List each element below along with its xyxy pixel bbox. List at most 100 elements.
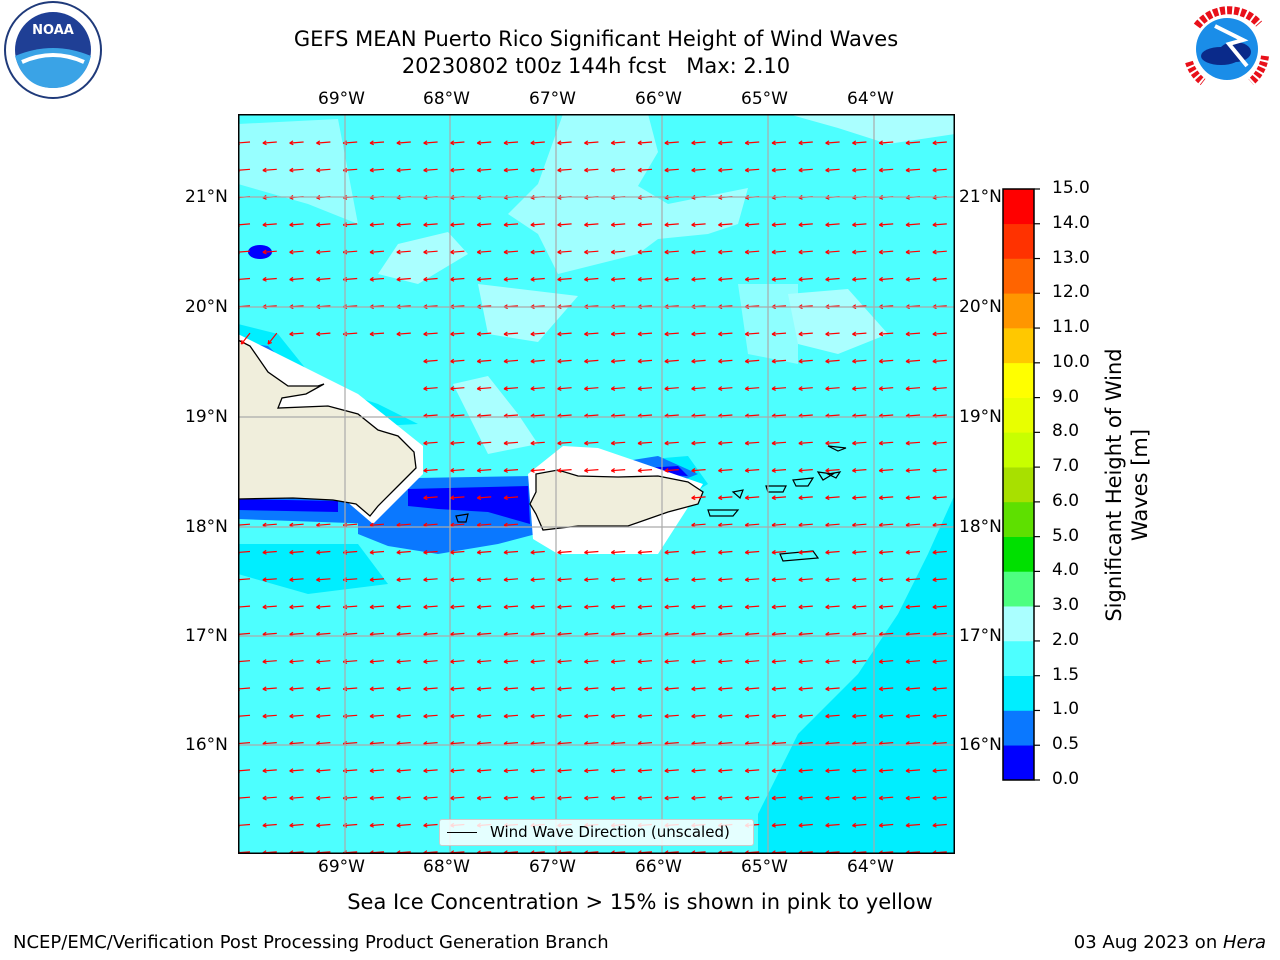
wind-wave-arrow: [396, 577, 411, 583]
wind-wave-arrow: [584, 549, 599, 555]
wind-wave-arrow: [530, 713, 545, 719]
wind-wave-arrow: [423, 795, 438, 801]
wind-wave-arrow: [450, 140, 465, 146]
wind-wave-arrow: [718, 495, 733, 501]
wind-wave-arrow: [369, 713, 385, 719]
wind-wave-arrow: [530, 167, 545, 173]
wind-wave-arrow: [825, 768, 840, 774]
wind-wave-arrow: [691, 167, 706, 173]
wind-wave-arrow: [798, 386, 813, 391]
wind-wave-arrow: [557, 331, 572, 337]
wind-wave-arrow: [771, 686, 787, 692]
wind-wave-arrow: [825, 358, 840, 364]
lon-label-bottom: 68°W: [423, 857, 470, 877]
wind-wave-arrow: [852, 713, 867, 719]
colorbar-cell: [1003, 640, 1034, 676]
wind-wave-arrow: [637, 440, 653, 446]
wind-wave-arrow: [825, 386, 840, 391]
wind-wave-arrow: [262, 249, 277, 255]
island: [731, 489, 744, 500]
wind-wave-arrow: [530, 249, 545, 255]
wind-wave-arrow: [664, 549, 679, 555]
lon-label-bottom: 66°W: [635, 857, 682, 877]
wind-wave-arrow: [369, 577, 385, 583]
wind-wave-arrow: [557, 549, 572, 555]
wind-wave-arrow: [771, 276, 787, 282]
wind-wave-arrow: [932, 686, 947, 692]
lon-label-bottom: 69°W: [318, 857, 365, 877]
colorbar-tick-label: 3.0: [1052, 595, 1080, 616]
wind-wave-arrow: [932, 713, 947, 719]
wind-wave-arrow: [825, 440, 840, 446]
wind-wave-arrow: [878, 795, 894, 801]
wind-wave-arrow: [664, 713, 679, 719]
wind-wave-arrow: [262, 822, 277, 828]
wind-wave-arrow: [852, 577, 867, 583]
wind-wave-arrow: [771, 167, 787, 173]
wind-wave-arrow: [637, 795, 653, 801]
wind-wave-arrow: [289, 822, 304, 828]
wind-wave-arrow: [423, 768, 438, 774]
wave-band-coast-deep: [408, 486, 530, 524]
wind-wave-arrow: [878, 358, 894, 364]
wind-wave-arrow: [691, 358, 706, 364]
wind-wave-arrow: [557, 686, 572, 692]
wind-wave-arrow: [557, 768, 572, 774]
wind-wave-arrow: [289, 768, 304, 774]
wind-wave-arrow: [476, 167, 492, 173]
wind-wave-arrow: [637, 467, 653, 473]
wind-wave-arrow: [798, 249, 813, 255]
wind-wave-arrow: [423, 276, 438, 282]
wind-wave-arrow: [905, 467, 921, 473]
colorbar-tick-label: 1.5: [1052, 664, 1080, 685]
wind-wave-arrow: [718, 222, 733, 228]
lat-label-left: 21°N: [185, 187, 228, 207]
wind-wave-arrow: [932, 358, 947, 364]
wind-wave-arrow: [932, 440, 947, 446]
wind-wave-arrow: [744, 495, 760, 501]
wind-wave-arrow: [718, 686, 733, 692]
wind-wave-arrow: [503, 467, 519, 473]
lat-label-left: 17°N: [185, 626, 228, 646]
wind-wave-arrow: [289, 577, 304, 583]
wind-wave-arrow: [396, 276, 411, 282]
colorbar-tick-label: 12.0: [1052, 282, 1090, 303]
wind-wave-arrow: [691, 386, 706, 391]
wind-wave-arrow: [718, 467, 733, 473]
wind-wave-arrow: [369, 167, 385, 173]
wind-wave-arrow: [905, 495, 921, 501]
wind-wave-arrow: [584, 659, 599, 664]
wind-wave-arrow: [530, 440, 545, 446]
wind-wave-arrow: [878, 249, 894, 255]
wind-wave-arrow: [718, 713, 733, 719]
wind-wave-arrow: [369, 276, 385, 282]
wind-wave-arrow: [825, 713, 840, 719]
wind-wave-arrow: [503, 331, 519, 337]
wind-wave-arrow: [503, 659, 519, 664]
wind-wave-arrow: [476, 276, 492, 282]
wind-wave-arrow: [610, 713, 626, 719]
wind-wave-arrow: [718, 440, 733, 446]
wind-wave-arrow: [664, 222, 679, 228]
wind-wave-arrow: [878, 686, 894, 692]
wind-wave-arrow: [637, 331, 653, 337]
wind-wave-arrow: [691, 604, 706, 610]
wind-wave-arrow: [476, 467, 492, 473]
wind-wave-arrow: [557, 440, 572, 446]
wind-wave-arrow: [423, 222, 438, 228]
wind-wave-arrow: [610, 386, 626, 391]
wind-wave-arrow: [932, 276, 947, 282]
wind-wave-arrow: [771, 604, 787, 610]
colorbar-cell: [1003, 189, 1034, 225]
wind-wave-arrow: [718, 276, 733, 282]
wind-wave-arrow: [476, 358, 492, 364]
wind-wave-arrow: [530, 276, 545, 282]
wind-wave-arrow: [825, 276, 840, 282]
wind-wave-arrow: [503, 140, 519, 146]
wave-band-light: [788, 289, 888, 354]
wind-wave-arrow: [450, 222, 465, 228]
lat-label-right: 21°N: [959, 187, 1002, 207]
wind-wave-arrow: [852, 358, 867, 364]
wind-wave-arrow: [771, 577, 787, 583]
wind-wave-arrow: [262, 795, 277, 801]
